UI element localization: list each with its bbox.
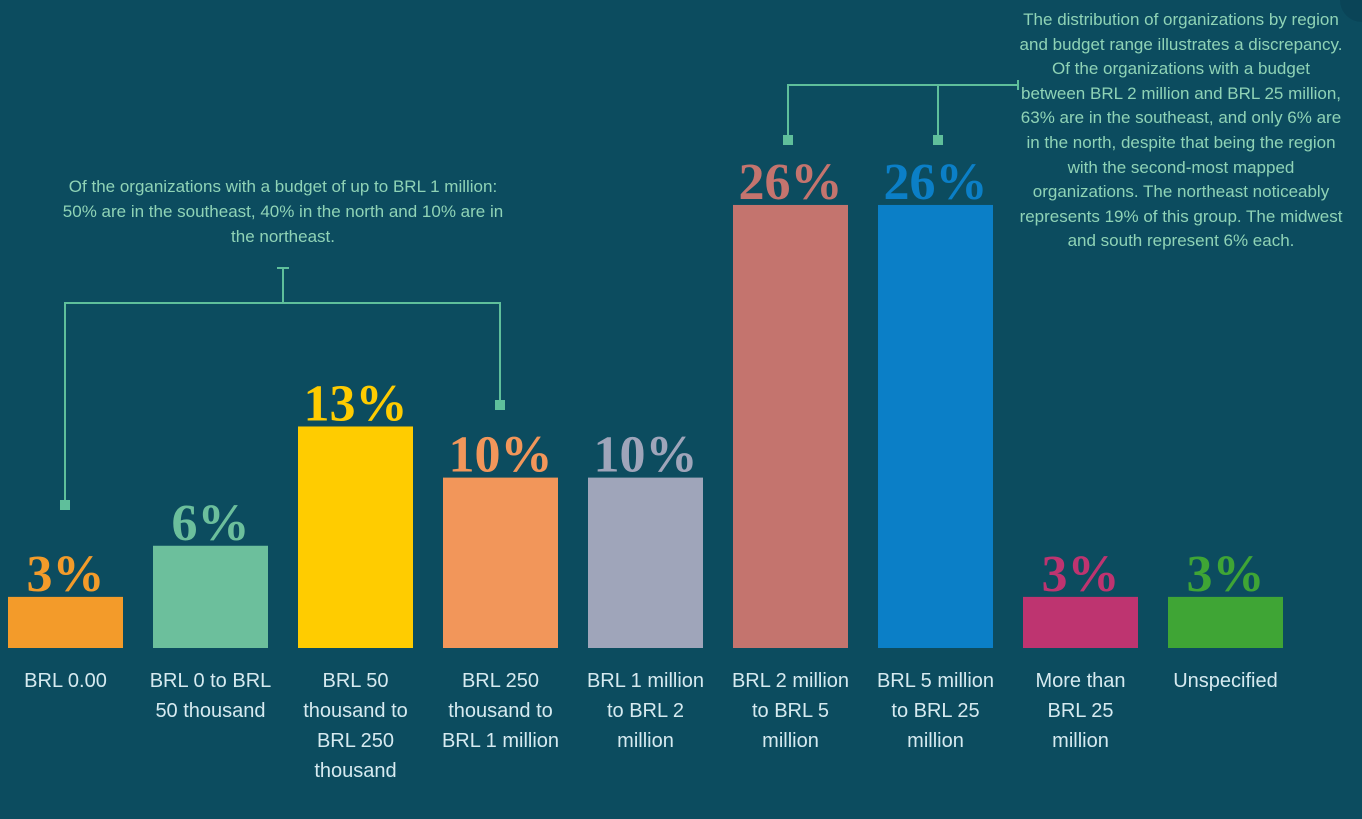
bracket-right [787,80,1019,140]
value-label: 26% [739,154,843,211]
x-tick-label: BRL 0.00 [24,670,107,692]
annotation: The distribution of organizations by reg… [1019,10,1343,251]
bar [1023,596,1138,648]
bracket-left-stem [277,267,289,303]
bracket-left [64,302,501,505]
x-tick-label: BRL 1 million to BRL 2 million [586,670,705,752]
bar [443,477,558,648]
x-tick-label: BRL 50 thousand to BRL 250 thousand [303,670,408,782]
marker [783,135,793,145]
bar [733,204,848,648]
value-label: 26% [884,154,988,211]
x-tick-label: BRL 250 thousand to BRL 1 million [441,670,560,752]
bracket-markers [60,135,943,510]
annotation: Of the organizations with a budget of up… [62,177,504,246]
value-label: 3% [1042,546,1120,603]
bar [298,426,413,648]
corner-decoration [1340,0,1362,22]
value-label: 3% [27,546,105,603]
x-tick-label: More than BRL 25 million [1035,670,1126,752]
value-label: 6% [172,495,250,552]
x-tick-label: Unspecified [1173,670,1278,692]
x-tick-label: BRL 2 million to BRL 5 million [731,670,850,752]
x-tick-label: BRL 5 million to BRL 25 million [876,670,995,752]
bar [8,596,123,648]
marker [60,500,70,510]
value-label: 13% [304,375,408,432]
value-label: 3% [1187,546,1265,603]
marker [933,135,943,145]
bar [1168,596,1283,648]
value-label: 10% [594,427,698,484]
brackets [64,80,1019,505]
marker [495,400,505,410]
bar [878,204,993,648]
bar [588,477,703,648]
bar [153,545,268,648]
value-label: 10% [449,427,553,484]
x-tick-label: BRL 0 to BRL 50 thousand [149,670,272,722]
